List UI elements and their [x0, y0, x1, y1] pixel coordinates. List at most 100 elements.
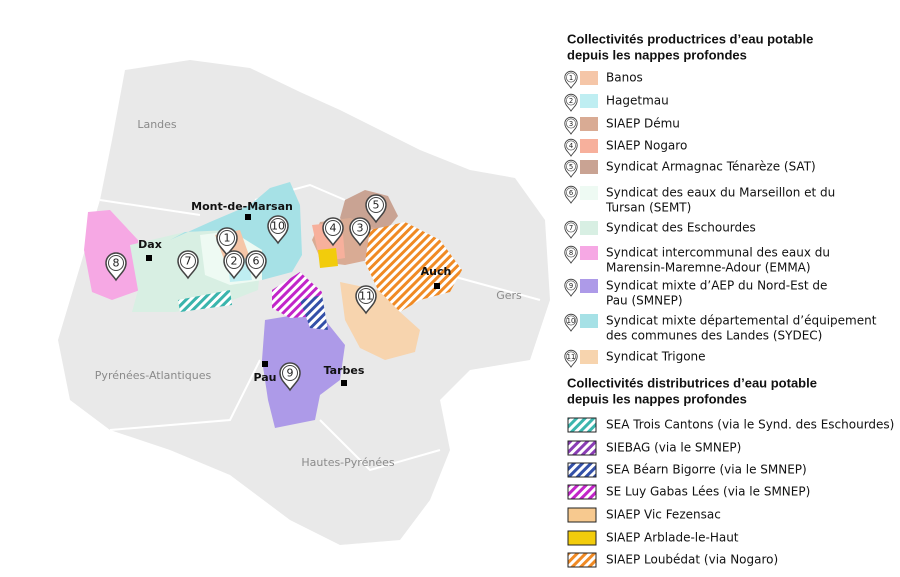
legend-label: des communes des Landes (SYDEC) — [606, 329, 822, 343]
pin-number: 10 — [567, 317, 576, 325]
city-label: Pau — [253, 371, 276, 384]
map-labels: Landes Gers Pyrénées-Atlantiques Hautes-Pyr… — [95, 118, 522, 469]
legend-title: Collectivités productrices d’eau potable — [567, 31, 813, 46]
pin-shape — [349, 217, 371, 247]
legend-swatch — [567, 530, 597, 546]
pin-shape — [564, 138, 578, 157]
legend-label: Banos — [606, 71, 643, 85]
legend-label: Syndicat Armagnac Ténarèze (SAT) — [606, 160, 816, 174]
city-marker — [341, 380, 347, 386]
zone-bearn — [300, 295, 328, 330]
pin-number: 9 — [569, 282, 573, 290]
pin-shape — [564, 278, 578, 297]
pin-ring — [566, 280, 576, 291]
region-label: Pyrénées-Atlantiques — [95, 369, 212, 382]
map-markers: 12 3 4 5 6 7 8 9 10 11 — [105, 194, 387, 392]
pin-number: 7 — [569, 224, 573, 232]
legend-label: SIAEP Vic Fezensac — [606, 508, 721, 522]
legend-swatch — [580, 139, 598, 153]
pin-shape — [564, 185, 578, 204]
city-marker — [434, 283, 440, 289]
legend-label: SEA Béarn Bigorre (via le SMNEP) — [606, 463, 807, 477]
pin-ring — [566, 315, 576, 326]
pin-shape — [564, 70, 578, 89]
marker-pin: 1 — [564, 70, 578, 89]
city-label: Auch — [421, 265, 452, 278]
marker-pin: 11 — [355, 285, 377, 315]
pin-shape — [216, 227, 238, 257]
pin-ring — [219, 230, 235, 246]
pin-shape — [279, 362, 301, 392]
marker-pin: 10 — [564, 313, 578, 332]
region-label: Gers — [496, 289, 522, 302]
marker-pin: 8 — [105, 252, 127, 282]
legend-title: Collectivités distributrices d’eau potab… — [567, 375, 817, 390]
pin-number: 8 — [113, 257, 120, 270]
region-label: Landes — [137, 118, 177, 131]
marker-pin: 7 — [177, 250, 199, 280]
pin-number: 3 — [569, 120, 573, 128]
city-marker — [262, 361, 268, 367]
pin-ring — [566, 72, 576, 83]
pin-number: 3 — [357, 222, 364, 235]
marker-pin: 4 — [322, 217, 344, 247]
legend-title: depuis les nappes profondes — [567, 47, 747, 62]
marker-pin: 7 — [564, 220, 578, 239]
city-label: Dax — [138, 238, 162, 251]
pin-shape — [564, 245, 578, 264]
pin-shape — [365, 194, 387, 224]
legend-label: SIAEP Arblade-le-Haut — [606, 531, 739, 545]
marker-pin: 5 — [564, 159, 578, 178]
region-label: Hautes-Pyrénées — [301, 456, 394, 469]
legend-swatch — [580, 160, 598, 174]
city-marker — [245, 214, 251, 220]
marker-pin: 10 — [267, 215, 289, 245]
pin-ring — [566, 95, 576, 106]
pin-ring — [566, 247, 576, 258]
pin-ring — [270, 218, 286, 234]
pin-number: 10 — [271, 220, 285, 233]
pin-shape — [564, 220, 578, 239]
legend-swatch — [580, 94, 598, 108]
pin-shape — [245, 250, 267, 280]
pin-ring — [566, 222, 576, 233]
legend-label: Syndicat mixte d’AEP du Nord-Est de — [606, 279, 827, 293]
legend-title: depuis les nappes profondes — [567, 391, 747, 406]
legend-label: SIAEP Dému — [606, 117, 680, 131]
pin-shape — [177, 250, 199, 280]
city-label: Mont-de-Marsan — [191, 200, 293, 213]
marker-pin: 4 — [564, 138, 578, 157]
pin-number: 1 — [224, 232, 231, 245]
pin-number: 9 — [287, 367, 294, 380]
pin-ring — [282, 365, 298, 381]
legend-swatch — [580, 221, 598, 235]
pin-ring — [566, 118, 576, 129]
legend-swatch — [580, 246, 598, 260]
marker-pin: 1 — [216, 227, 238, 257]
legend: Collectivités productrices d’eau potable… — [564, 31, 894, 568]
legend-swatch — [567, 484, 597, 500]
city-label: Tarbes — [324, 364, 365, 377]
pin-shape — [355, 285, 377, 315]
pin-number: 1 — [569, 74, 573, 82]
legend-label: SIEBAG (via le SMNEP) — [606, 441, 741, 455]
pin-ring — [566, 351, 576, 362]
pin-number: 5 — [569, 163, 573, 171]
pin-ring — [368, 197, 384, 213]
pin-ring — [108, 255, 124, 271]
legend-swatch — [567, 417, 597, 433]
legend-swatch — [580, 279, 598, 293]
legend-swatch — [567, 552, 597, 568]
pin-shape — [564, 349, 578, 368]
borders — [99, 183, 541, 472]
marker-pin: 2 — [223, 250, 245, 280]
pin-shape — [223, 250, 245, 280]
legend-swatch — [567, 440, 597, 456]
pin-ring — [352, 220, 368, 236]
legend-swatch — [567, 507, 597, 523]
pin-number: 7 — [185, 255, 192, 268]
pin-shape — [564, 159, 578, 178]
pin-number: 4 — [569, 142, 573, 150]
zone-9 — [262, 315, 345, 428]
